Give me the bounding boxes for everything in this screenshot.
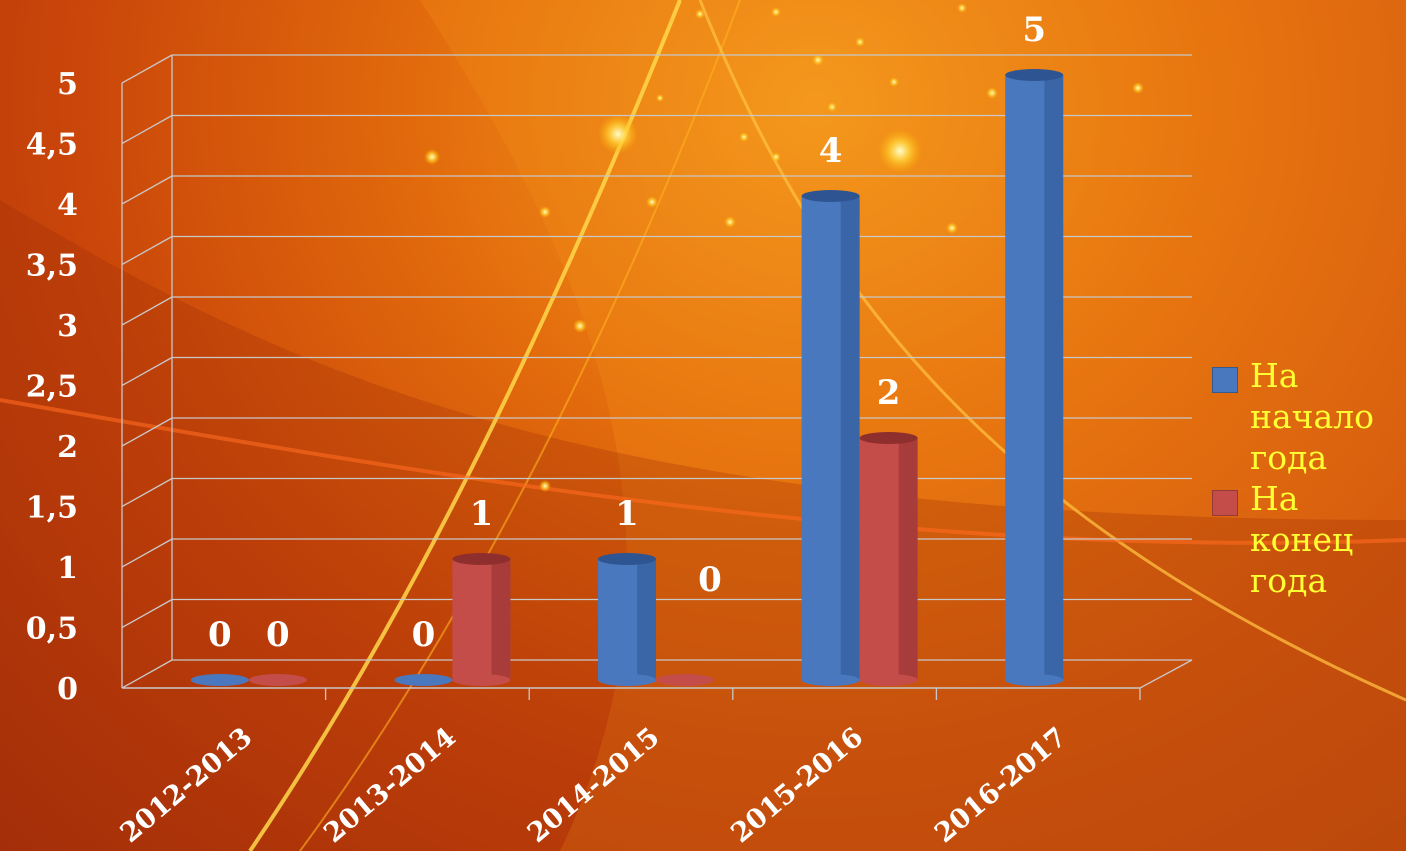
y-tick-label: 3 bbox=[57, 309, 78, 344]
data-label: 1 bbox=[615, 494, 639, 534]
bar-zero-disc bbox=[190, 674, 249, 686]
bar-top bbox=[598, 553, 656, 565]
bar-shade bbox=[491, 559, 511, 680]
y-tick-label: 2 bbox=[57, 430, 78, 465]
gridline-side bbox=[121, 659, 173, 689]
legend-label-series-1: На начало года bbox=[1250, 356, 1374, 477]
data-label: 0 bbox=[266, 615, 290, 655]
gridline-side bbox=[121, 538, 173, 568]
bar-zero-disc bbox=[656, 674, 714, 686]
bar-zero-disc bbox=[394, 674, 453, 686]
gridline-side bbox=[121, 356, 173, 387]
data-label: 4 bbox=[819, 131, 843, 171]
bar-shade bbox=[1044, 75, 1064, 680]
legend: На начало года На конец года bbox=[1212, 355, 1402, 601]
y-tick-label: 4,5 bbox=[26, 128, 78, 163]
bar-top bbox=[801, 190, 860, 202]
y-tick-label: 1,5 bbox=[26, 491, 78, 526]
y-tick-labels: 0 0,5 1 1,5 2 2,5 3 3,5 4 4,5 5 bbox=[26, 67, 78, 707]
gridline-side bbox=[121, 175, 173, 205]
y-tick-label: 0,5 bbox=[26, 612, 78, 647]
gridline-side bbox=[121, 114, 173, 145]
bars bbox=[190, 69, 1064, 686]
bar-top bbox=[859, 432, 918, 444]
data-label: 0 bbox=[412, 615, 436, 655]
bar-top bbox=[452, 553, 511, 565]
data-label: 0 bbox=[208, 615, 232, 655]
legend-label-series-2: На конец года bbox=[1250, 479, 1354, 600]
legend-item-series-2: На конец года bbox=[1212, 478, 1402, 601]
axes bbox=[121, 55, 1193, 700]
bar-shade bbox=[637, 559, 656, 680]
bar-top bbox=[1005, 69, 1064, 81]
legend-swatch-series-1 bbox=[1212, 367, 1238, 393]
bar-base bbox=[801, 674, 860, 686]
gridline-side bbox=[121, 54, 173, 84]
bar-base bbox=[598, 674, 656, 686]
y-tick-label: 0 bbox=[57, 672, 78, 707]
y-tick-label: 1 bbox=[57, 551, 78, 586]
bar-base bbox=[452, 674, 511, 686]
gridline-side bbox=[121, 296, 173, 326]
gridline-side bbox=[121, 235, 173, 266]
bar-base bbox=[859, 674, 918, 686]
legend-item-series-1: На начало года bbox=[1212, 355, 1402, 478]
bar-shade bbox=[898, 438, 918, 680]
legend-swatch-series-2 bbox=[1212, 490, 1238, 516]
gridline-side bbox=[121, 477, 173, 508]
data-label: 5 bbox=[1022, 10, 1046, 50]
y-tick-label: 4 bbox=[57, 188, 78, 223]
bar-shade bbox=[840, 196, 860, 680]
y-tick-label: 2,5 bbox=[26, 370, 78, 405]
bar-zero-disc bbox=[248, 674, 307, 686]
floor-edge bbox=[1139, 659, 1193, 689]
data-label: 1 bbox=[470, 494, 494, 534]
y-tick-label: 3,5 bbox=[26, 249, 78, 284]
data-label: 0 bbox=[698, 560, 722, 600]
data-label: 2 bbox=[877, 373, 901, 413]
bar-base bbox=[1005, 674, 1064, 686]
gridline-side bbox=[121, 417, 173, 447]
gridline-side bbox=[121, 598, 173, 629]
y-tick-label: 5 bbox=[57, 67, 78, 102]
